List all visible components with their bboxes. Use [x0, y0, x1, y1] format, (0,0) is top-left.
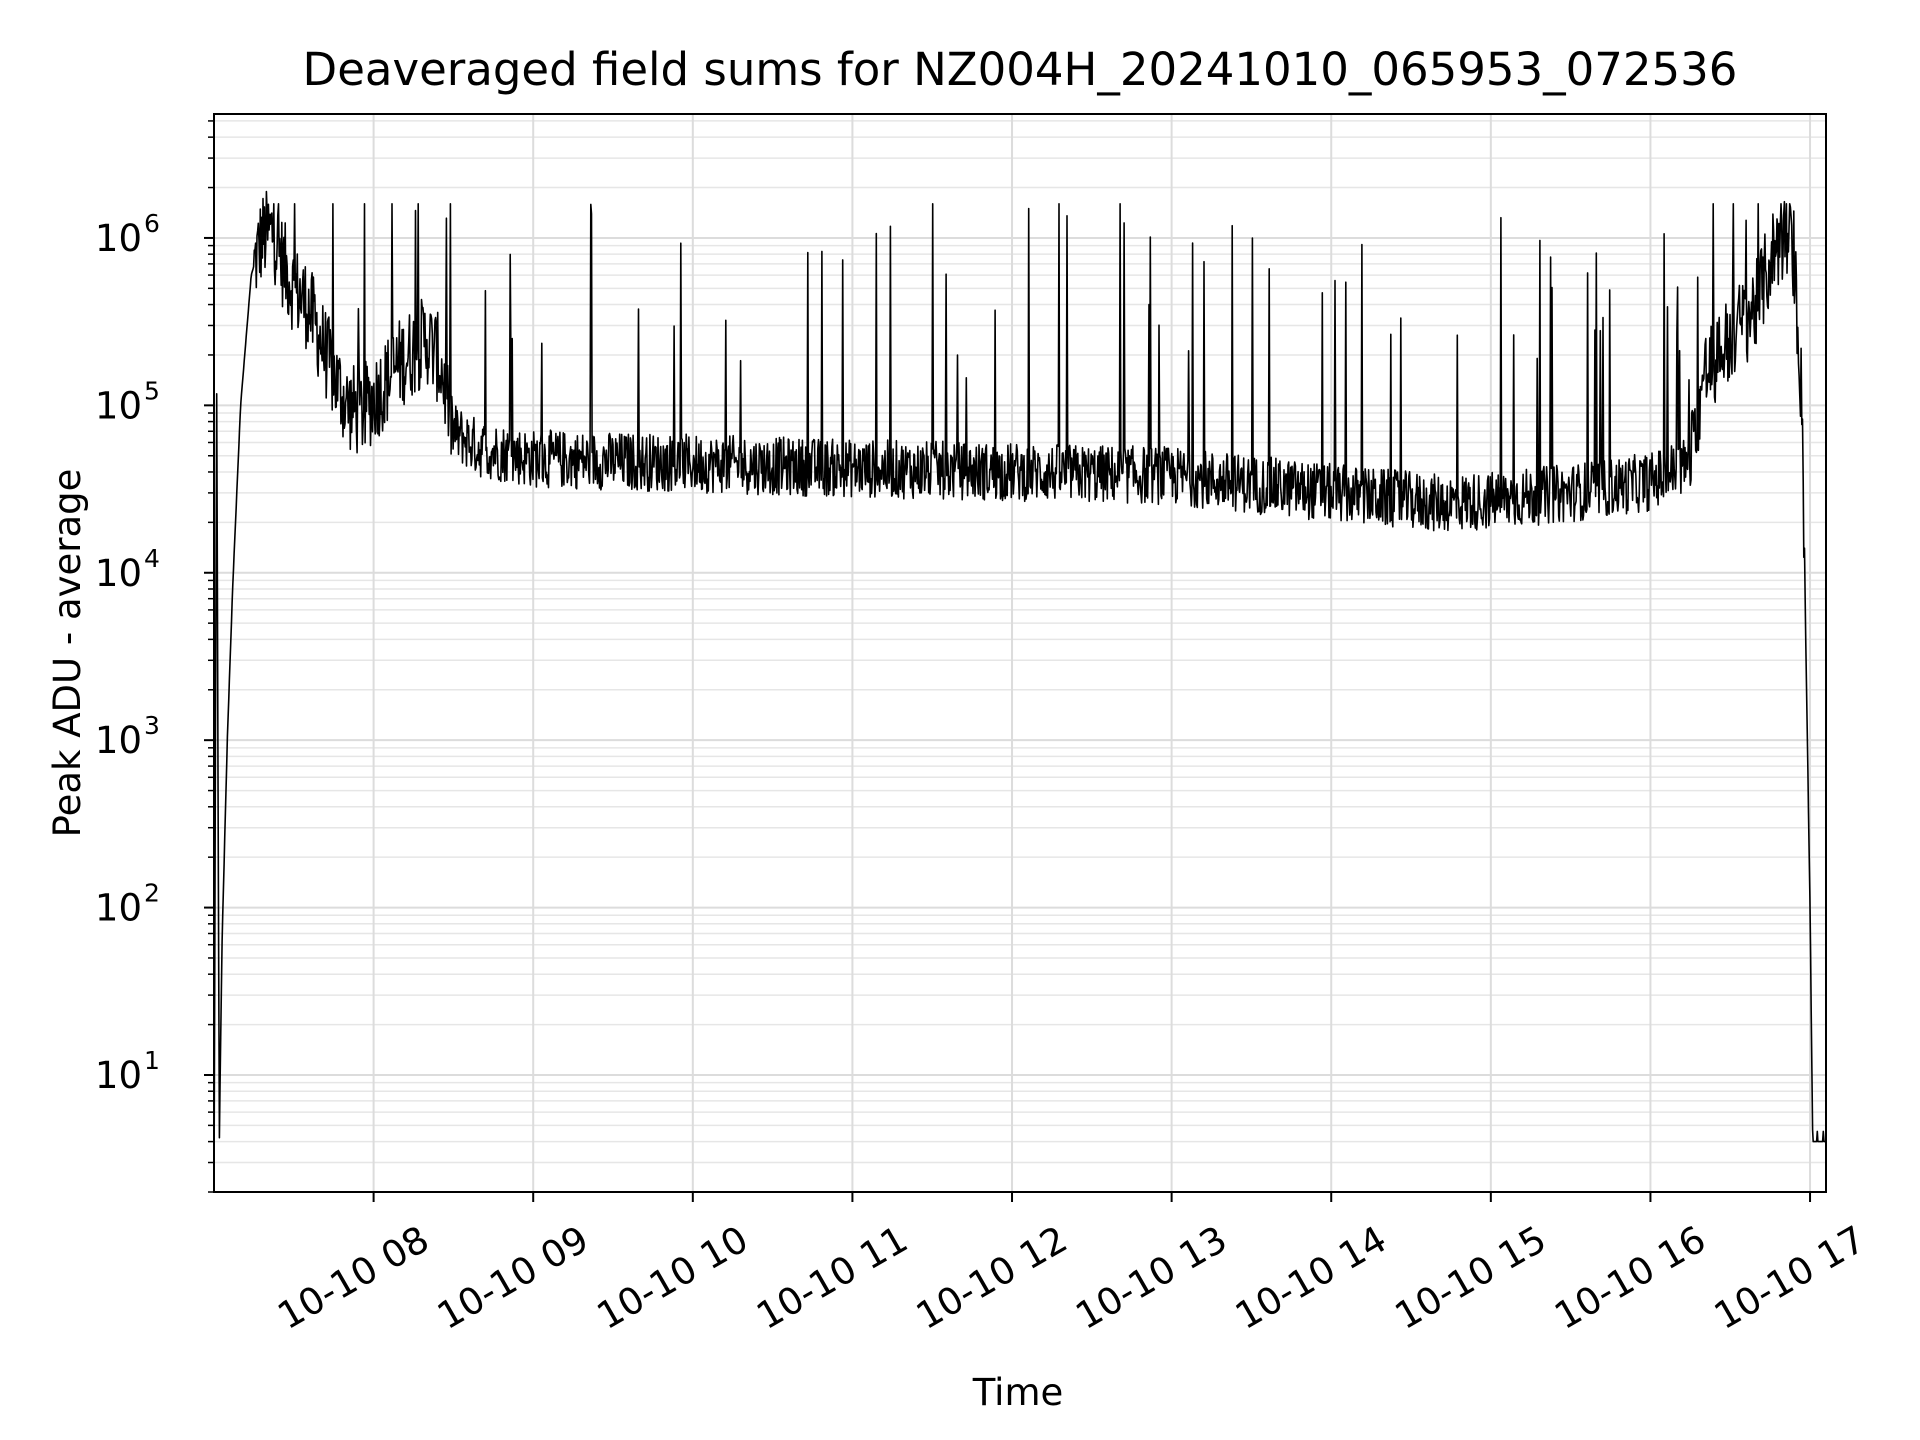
chart-title: Deaveraged field sums for NZ004H_2024101…	[303, 43, 1738, 96]
y-tick-label-base: 10	[95, 384, 142, 427]
y-tick-label-base: 10	[95, 1054, 142, 1097]
y-tick-label-base: 10	[95, 887, 142, 930]
major-gridlines	[214, 114, 1826, 1192]
y-tick-label-exponent: 5	[144, 376, 160, 405]
y-tick-label-base: 10	[95, 552, 142, 595]
y-tick-label-exponent: 6	[144, 209, 160, 238]
y-tick-label-base: 10	[95, 217, 142, 260]
y-tick-label: 10	[95, 217, 142, 260]
y-tick-label: 10	[95, 384, 142, 427]
y-tick-label: 10	[95, 719, 142, 762]
y-axis-label: Peak ADU - average	[46, 469, 89, 838]
x-axis-label: Time	[972, 1371, 1064, 1414]
y-tick-label-exponent: 4	[144, 544, 160, 573]
y-tick-label-base: 10	[95, 719, 142, 762]
data-series-line	[213, 190, 1827, 1193]
y-tick-label: 10	[95, 1054, 142, 1097]
plot-frame	[213, 113, 1827, 1193]
minor-gridlines	[214, 120, 1826, 1193]
y-tick-label-exponent: 1	[144, 1046, 160, 1075]
y-tick-label-exponent: 3	[144, 711, 160, 740]
y-tick-label-exponent: 2	[144, 879, 160, 908]
y-tick-label: 10	[95, 552, 142, 595]
y-tick-label: 10	[95, 887, 142, 930]
